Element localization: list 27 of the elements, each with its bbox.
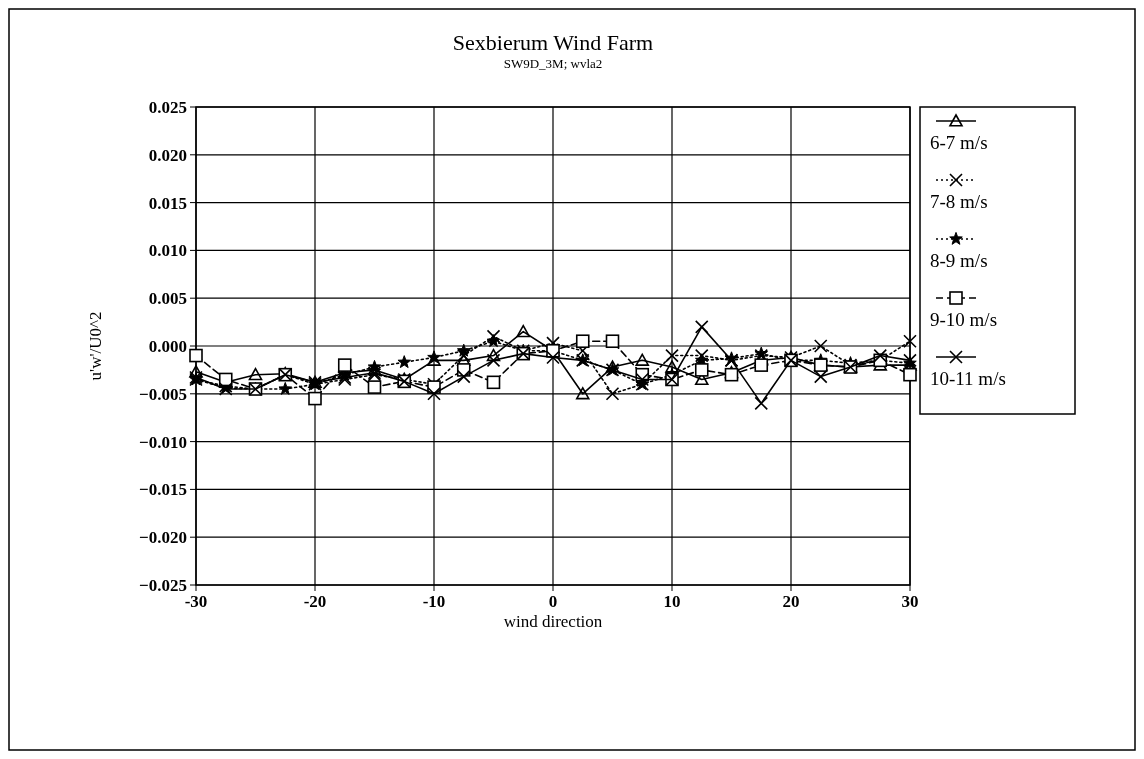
y-tick-label: −0.015: [139, 480, 187, 500]
legend-label: 7-8 m/s: [930, 191, 988, 212]
y-tick-label: 0.010: [148, 241, 187, 261]
x-tick-label: 0: [548, 592, 558, 611]
x-tick-label: -20: [303, 592, 327, 611]
legend-label: 6-7 m/s: [930, 132, 988, 153]
y-tick-label: 0.025: [148, 97, 187, 117]
y-tick-label: −0.020: [139, 528, 187, 548]
y-axis-title: u'w'/U0^2: [86, 311, 105, 381]
x-tick-label: -10: [422, 592, 446, 611]
y-tick-label: 0.000: [148, 336, 187, 356]
x-axis-title: wind direction: [503, 612, 603, 631]
x-tick-label: 20: [782, 592, 800, 611]
legend-label: 10-11 m/s: [930, 368, 1006, 389]
y-tick-label: −0.010: [139, 432, 187, 452]
y-tick-label: −0.025: [139, 575, 187, 595]
y-tick-label: 0.015: [148, 193, 187, 213]
y-tick-label: 0.020: [148, 145, 187, 165]
chart-title: Sexbierum Wind Farm: [452, 30, 654, 55]
chart-subtitle: SW9D_3M; wvla2: [503, 56, 603, 71]
x-tick-label: 30: [901, 592, 919, 611]
y-tick-label: 0.005: [148, 289, 187, 309]
x-tick-label: 10: [663, 592, 681, 611]
x-tick-label: -30: [184, 592, 208, 611]
y-tick-label: −0.005: [139, 384, 187, 404]
legend-label: 8-9 m/s: [930, 250, 988, 271]
legend-label: 9-10 m/s: [930, 309, 998, 330]
